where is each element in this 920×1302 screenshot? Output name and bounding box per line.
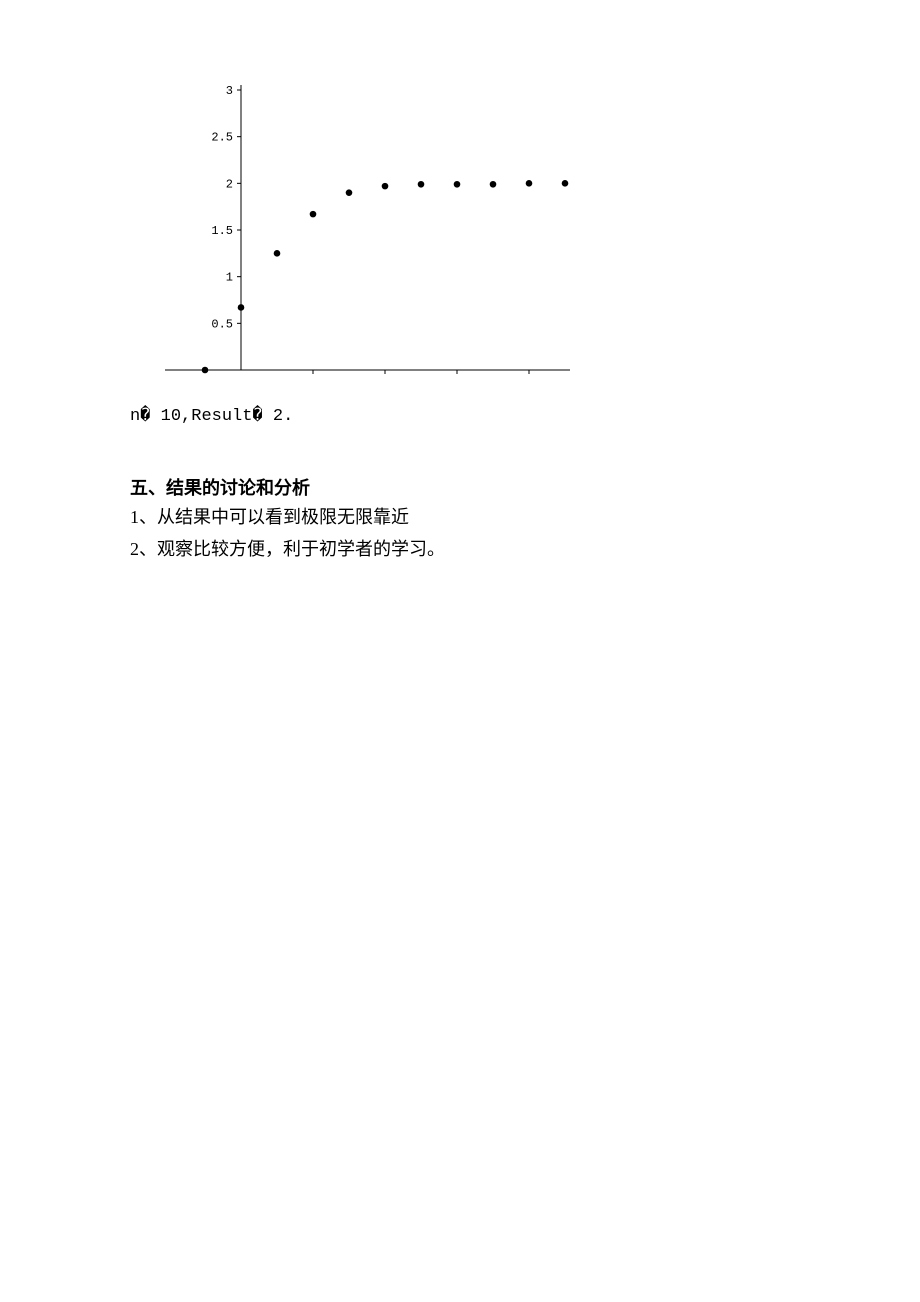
page-root: 4 6 8 10 0.5 1 1.5 2 2.5 3 n� 10,Result� 2. 五、结果的… — [0, 0, 920, 564]
body-line-2: 2、观察比较方便，利于初学者的学习。 — [130, 536, 920, 564]
svg-text:6: 6 — [381, 378, 388, 380]
svg-text:3: 3 — [226, 84, 233, 98]
svg-text:2.5: 2.5 — [211, 131, 233, 145]
svg-text:10: 10 — [522, 378, 536, 380]
chart-caption: n� 10,Result� 2. — [130, 405, 920, 426]
svg-text:8: 8 — [453, 378, 460, 380]
chart-svg: 4 6 8 10 0.5 1 1.5 2 2.5 3 — [130, 70, 570, 380]
svg-text:4: 4 — [309, 378, 316, 380]
section-heading: 五、结果的讨论和分析 — [130, 474, 920, 500]
convergence-chart: 4 6 8 10 0.5 1 1.5 2 2.5 3 — [130, 70, 570, 380]
svg-text:1: 1 — [226, 271, 233, 285]
svg-text:1.5: 1.5 — [211, 224, 233, 238]
svg-text:0.5: 0.5 — [211, 317, 233, 331]
body-line-1: 1、从结果中可以看到极限无限靠近 — [130, 504, 920, 532]
svg-text:2: 2 — [226, 177, 233, 191]
